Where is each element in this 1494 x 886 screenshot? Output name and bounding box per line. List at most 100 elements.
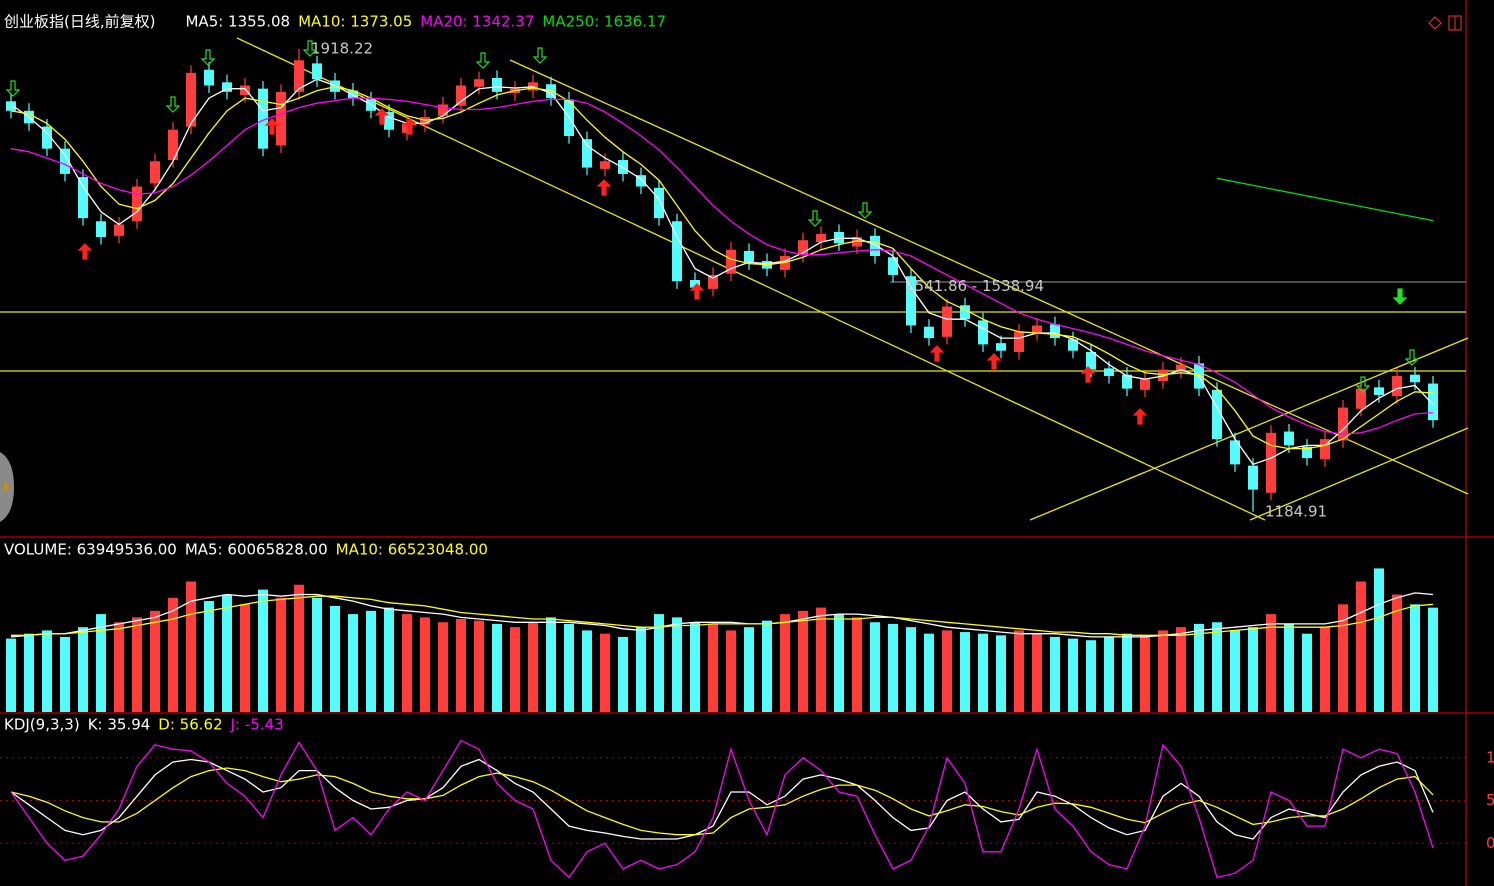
candle-body bbox=[258, 88, 268, 149]
volume-bar bbox=[546, 617, 556, 712]
volume-bar bbox=[294, 584, 304, 712]
volume-bar bbox=[1338, 604, 1348, 712]
candle-body bbox=[870, 235, 880, 257]
candle-body bbox=[690, 280, 700, 288]
volume-bar bbox=[1428, 607, 1438, 712]
series-line bbox=[10, 97, 1434, 435]
candle-body bbox=[132, 186, 142, 222]
candle-body bbox=[1338, 407, 1348, 441]
volume-bar bbox=[168, 597, 178, 712]
series-line bbox=[10, 739, 1434, 879]
volume-bar bbox=[1032, 633, 1042, 712]
volume-bar bbox=[330, 605, 340, 712]
sell-arrow bbox=[302, 40, 318, 57]
volume-bar bbox=[672, 617, 682, 712]
volume-bar bbox=[690, 622, 700, 712]
volume-bar bbox=[42, 630, 52, 712]
y-tick-label: 0 bbox=[1486, 834, 1494, 852]
volume-bar bbox=[906, 627, 916, 712]
candle-body bbox=[474, 79, 484, 87]
candle-body bbox=[42, 126, 52, 149]
candle-body bbox=[150, 161, 160, 184]
legend-entry: MA5: 1355.08 bbox=[185, 13, 290, 31]
volume-bar bbox=[1302, 633, 1312, 712]
volume-bar bbox=[1068, 638, 1078, 712]
candle-body bbox=[1122, 374, 1132, 389]
candle-body bbox=[1374, 387, 1384, 395]
volume-bar bbox=[1230, 630, 1240, 712]
candle-body bbox=[1104, 368, 1114, 376]
window-icon[interactable] bbox=[1428, 16, 1442, 30]
volume-bar bbox=[114, 622, 124, 712]
candle-body bbox=[1230, 440, 1240, 465]
volume-bar bbox=[1248, 627, 1258, 712]
legend-entry: MA20: 1342.37 bbox=[420, 13, 534, 31]
series-line bbox=[10, 86, 1434, 450]
volume-bar bbox=[1410, 604, 1420, 712]
candle-body bbox=[420, 117, 430, 125]
candle-body bbox=[816, 233, 826, 243]
sell-arrow bbox=[5, 80, 21, 97]
series-line bbox=[10, 758, 1434, 840]
candle-body bbox=[852, 237, 862, 247]
volume-bar bbox=[762, 620, 772, 712]
chart-title: 创业板指(日线,前复权) bbox=[4, 13, 155, 31]
volume-bar bbox=[1356, 581, 1366, 712]
volume-bar bbox=[1212, 622, 1222, 712]
volume-bar bbox=[1050, 636, 1060, 712]
trend-line bbox=[1249, 427, 1469, 521]
volume-bar bbox=[798, 610, 808, 712]
volume-bar bbox=[1266, 614, 1276, 712]
volume-bar bbox=[384, 607, 394, 712]
volume-bar bbox=[1104, 636, 1114, 712]
trend-line bbox=[509, 59, 1469, 495]
volume-bar bbox=[816, 607, 826, 712]
volume-bar bbox=[24, 633, 34, 712]
candle-body bbox=[888, 257, 898, 275]
buy-arrow bbox=[929, 345, 945, 362]
sell-arrow bbox=[1404, 349, 1420, 366]
volume-bar bbox=[1374, 568, 1384, 712]
volume-label: VOLUME: 63949536.00 bbox=[4, 541, 177, 559]
candle-body bbox=[456, 85, 466, 106]
candle-body bbox=[798, 240, 808, 255]
buy-arrow bbox=[374, 108, 390, 125]
candle-body bbox=[654, 187, 664, 219]
volume-bar bbox=[1176, 627, 1186, 712]
price-annotation: 1541.86 - 1538.94 bbox=[905, 277, 1044, 295]
sell-arrow bbox=[857, 202, 873, 219]
candle-body bbox=[6, 101, 16, 111]
volume-bar bbox=[1284, 623, 1294, 712]
candle-body bbox=[1266, 432, 1276, 493]
candle-body bbox=[1050, 324, 1060, 339]
candle-body bbox=[240, 85, 250, 95]
candle-body bbox=[222, 82, 232, 92]
candle-body bbox=[276, 91, 286, 146]
volume-bar bbox=[96, 614, 106, 712]
volume-bar bbox=[222, 594, 232, 712]
volume-bar bbox=[924, 633, 934, 712]
trend-line bbox=[236, 37, 1266, 521]
candle-body bbox=[1176, 364, 1186, 371]
volume-bar bbox=[1320, 627, 1330, 712]
candle-body bbox=[1320, 439, 1330, 460]
price-annotation: 1918.22 bbox=[311, 39, 373, 57]
volume-bar bbox=[870, 622, 880, 712]
candle-body bbox=[708, 274, 718, 289]
volume-bar bbox=[744, 627, 754, 712]
candle-body bbox=[60, 148, 70, 174]
candle-body bbox=[1410, 374, 1420, 383]
volume-bar bbox=[852, 617, 862, 712]
buy-arrow bbox=[77, 243, 93, 260]
volume-bar bbox=[6, 638, 16, 712]
volume-bar bbox=[978, 633, 988, 712]
volume-bar bbox=[708, 623, 718, 712]
candle-body bbox=[924, 326, 934, 339]
candle-body bbox=[1068, 339, 1078, 351]
sell-arrow bbox=[475, 52, 491, 69]
candle-body bbox=[1248, 465, 1258, 490]
sell-arrow bbox=[200, 49, 216, 66]
candle-body bbox=[78, 177, 88, 219]
volume-bar bbox=[240, 604, 250, 712]
